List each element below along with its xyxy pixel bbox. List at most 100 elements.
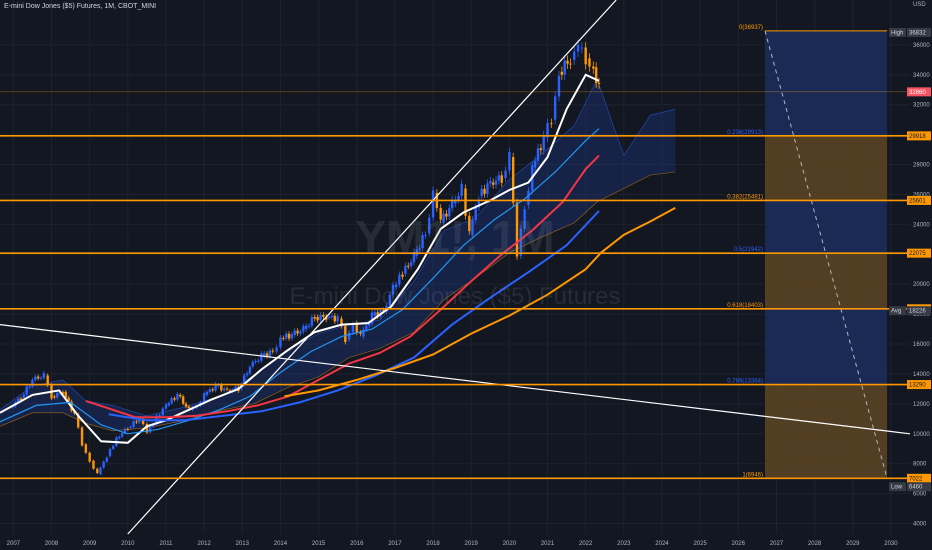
- fib-axis-tag: [907, 380, 931, 390]
- candle-body: [88, 452, 91, 462]
- currency-label[interactable]: USD: [913, 2, 926, 8]
- candle-body: [539, 148, 543, 151]
- fib-axis-tag: [907, 473, 931, 483]
- candle-body: [299, 331, 302, 334]
- candle-body: [569, 63, 572, 65]
- candle-body: [418, 248, 421, 250]
- candle-body: [494, 180, 498, 185]
- y-tick-label: 12000: [913, 402, 930, 408]
- y-tick-label: 4000: [913, 522, 927, 528]
- candle-body: [401, 274, 404, 277]
- candle-body: [428, 217, 431, 234]
- price-value-box: [907, 306, 931, 316]
- candle-body: [46, 375, 49, 386]
- cloud-lower-line: [0, 171, 676, 432]
- candle-body: [105, 457, 109, 462]
- x-tick-label: 2012: [197, 541, 211, 547]
- candle-body: [480, 188, 483, 196]
- candle-body: [268, 350, 272, 357]
- moving-average-line: [284, 207, 676, 398]
- candle-body: [205, 391, 209, 395]
- candle-body: [263, 353, 266, 356]
- candle-body: [344, 326, 347, 343]
- candle-body: [553, 96, 557, 120]
- candle-body: [407, 265, 410, 267]
- fib-zone: [765, 200, 888, 254]
- candle-body: [464, 188, 467, 216]
- candle-body: [592, 66, 595, 69]
- price-value-label: 36832: [909, 30, 926, 36]
- fib-zone: [765, 253, 888, 309]
- candle-body: [597, 82, 601, 84]
- candle-body: [304, 325, 308, 330]
- candle-body: [580, 47, 584, 49]
- candle-body: [61, 392, 65, 394]
- x-tick-label: 2013: [236, 541, 250, 547]
- candle-body: [19, 398, 23, 401]
- fib-level-label: 0.618(18403): [727, 303, 763, 309]
- x-tick-label: 2030: [884, 541, 898, 547]
- candle-body: [214, 384, 217, 391]
- candle-body: [135, 421, 138, 423]
- chart-title[interactable]: E-mini Dow Jones ($5) Futures, 1M, CBOT_…: [4, 3, 157, 10]
- y-tick-label: 16000: [913, 342, 930, 348]
- candle-body: [202, 393, 206, 403]
- x-tick-label: 2018: [426, 541, 440, 547]
- candle-body: [167, 403, 171, 406]
- candle-body: [290, 334, 294, 339]
- candle-body: [220, 384, 223, 391]
- candle-body: [563, 60, 566, 75]
- candle-body: [96, 468, 99, 474]
- x-tick-label: 2022: [579, 541, 593, 547]
- candle-body: [421, 235, 424, 249]
- candle-body: [111, 445, 115, 449]
- candle-body: [576, 44, 580, 52]
- candle-body: [123, 428, 127, 434]
- candle-body: [491, 182, 495, 185]
- candle-body: [412, 251, 416, 263]
- candle-body: [519, 228, 523, 256]
- candle-body: [527, 190, 530, 205]
- candle-body: [355, 323, 358, 333]
- candle-body: [477, 200, 481, 208]
- x-tick-label: 2009: [83, 541, 97, 547]
- candle-body: [271, 350, 275, 352]
- candle-body: [445, 213, 448, 217]
- x-tick-label: 2024: [655, 541, 669, 547]
- candle-body: [141, 418, 145, 424]
- candle-body: [573, 51, 576, 60]
- candle-body: [34, 376, 37, 380]
- candle-body: [138, 419, 141, 423]
- candle-body: [28, 386, 31, 388]
- candle-body: [351, 324, 355, 333]
- candle-body: [474, 207, 477, 220]
- candle-body: [515, 202, 519, 257]
- candle-body: [287, 333, 291, 339]
- candle-body: [254, 361, 257, 363]
- candle-body: [67, 397, 70, 402]
- candle-body: [275, 347, 278, 352]
- fib-axis-tag: [907, 131, 931, 141]
- candle-body: [126, 428, 130, 430]
- candle-body: [234, 387, 237, 391]
- candle-body: [187, 406, 191, 409]
- candle-body: [148, 426, 152, 433]
- price-value-box: [907, 27, 931, 37]
- fib-level-label: 0.382(25481): [727, 194, 763, 200]
- last-price-box: [907, 87, 931, 97]
- candle-body: [533, 160, 537, 168]
- candle-body: [442, 213, 445, 223]
- candle-body: [560, 71, 564, 75]
- candle-body: [260, 353, 263, 361]
- trendline: [127, 0, 617, 535]
- y-tick-label: 20000: [913, 282, 930, 288]
- candle-body: [542, 135, 545, 151]
- candle-body: [179, 394, 182, 397]
- fib-axis-tag-label: 7022: [909, 476, 923, 482]
- candle-body: [225, 388, 229, 390]
- candle-body: [536, 148, 540, 161]
- candle-body: [431, 190, 435, 218]
- candle-body: [77, 414, 80, 428]
- candle-body: [394, 284, 398, 288]
